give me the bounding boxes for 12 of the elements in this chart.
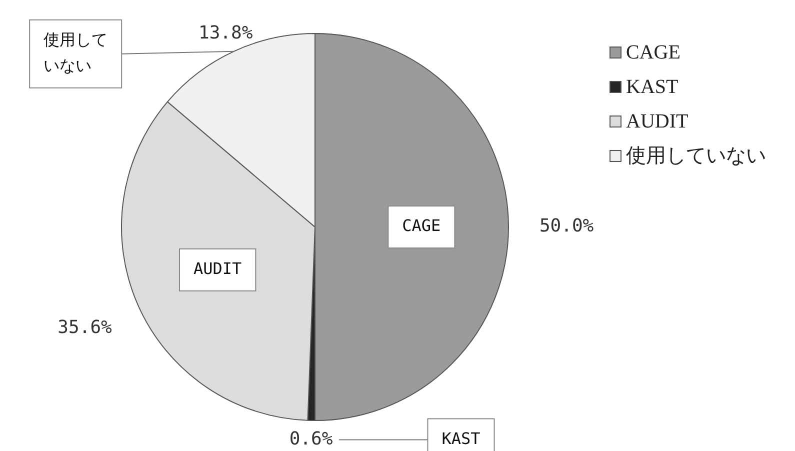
data-label: 13.8% [198,22,253,44]
slice-label: CAGE [402,216,441,236]
legend-label: KAST [626,76,678,98]
legend-label: AUDIT [626,110,688,132]
data-label: 0.6% [289,428,333,450]
slice-label: AUDIT [194,259,242,278]
category-label: KAST [442,428,480,448]
legend-label: 使用していない [626,144,766,167]
data-label: 35.6% [58,317,112,338]
slice-label: 使用していない [44,30,108,75]
legend-label: CAGE [626,41,680,64]
data-label: 50.0% [539,216,594,237]
